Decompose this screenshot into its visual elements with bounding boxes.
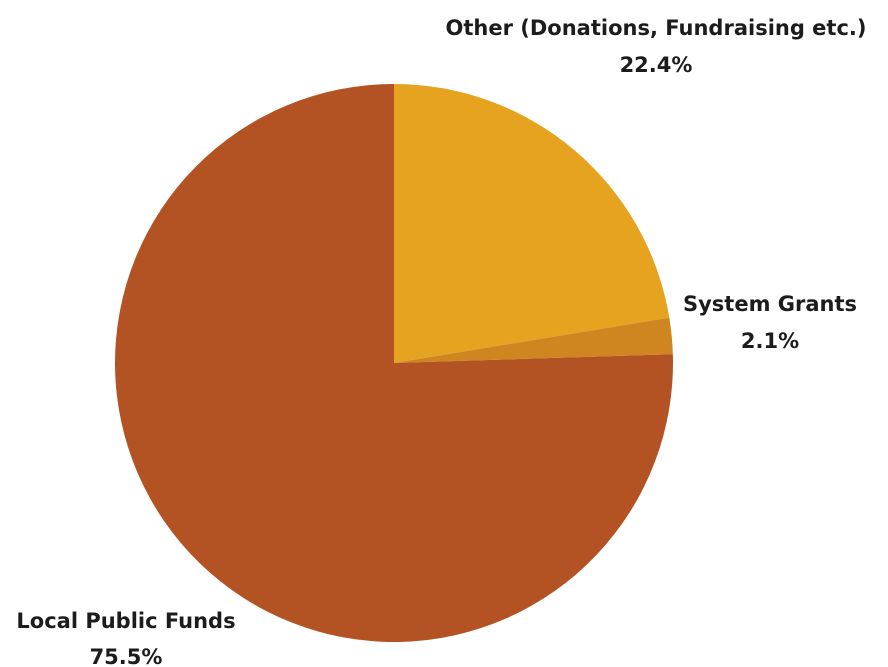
slice-system-grants <box>394 317 673 363</box>
slice-value-local-public-funds: 75.5% <box>90 645 163 667</box>
slice-value-system-grants: 2.1% <box>741 329 799 353</box>
slice-value-other: 22.4% <box>620 53 693 77</box>
slice-label-system-grants: System Grants <box>683 292 857 316</box>
pie-labels: Other (Donations, Fundraising etc.) 22.4… <box>16 16 866 667</box>
slice-label-other: Other (Donations, Fundraising etc.) <box>446 16 867 40</box>
slice-label-local-public-funds: Local Public Funds <box>16 609 235 633</box>
pie-slices <box>115 84 673 642</box>
slice-local-public-funds <box>115 84 673 642</box>
slice-other <box>394 84 670 363</box>
